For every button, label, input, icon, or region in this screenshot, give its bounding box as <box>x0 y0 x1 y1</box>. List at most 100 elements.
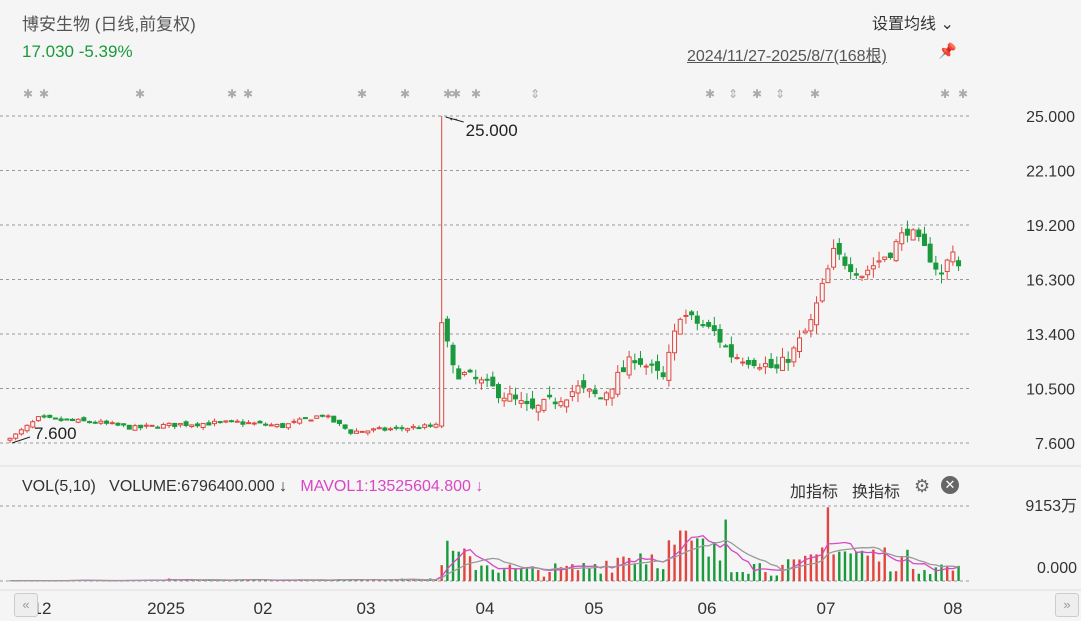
volume-bar <box>792 559 796 581</box>
switch-indicator-button[interactable]: 换指标 <box>852 484 901 501</box>
volume-bar <box>769 575 773 581</box>
chevron-left-icon[interactable]: « <box>14 593 38 617</box>
candle-body <box>223 420 229 423</box>
y-tick-label: 25.000 <box>1026 109 1075 126</box>
candle-body <box>126 424 132 430</box>
candle-body <box>376 427 382 430</box>
candle-body <box>484 378 490 381</box>
candle-body <box>138 424 144 429</box>
candle-body <box>774 364 780 369</box>
volume-bar <box>815 554 818 581</box>
candle-body <box>64 418 70 421</box>
candle-body <box>444 318 450 342</box>
candle-body <box>791 347 797 363</box>
volume-bar <box>798 559 801 581</box>
volume-bar <box>644 564 648 581</box>
candle-body <box>336 419 342 425</box>
candle-body <box>921 233 927 246</box>
event-marker-icon: ⇕ <box>728 87 738 101</box>
candle-body <box>149 424 155 427</box>
candle-body <box>802 330 808 334</box>
candle-body <box>655 361 661 371</box>
candle-body <box>939 272 945 275</box>
candle-body <box>69 418 75 422</box>
candle-body <box>75 418 81 423</box>
candle-body <box>183 421 189 426</box>
candle-body <box>507 393 513 402</box>
candle-body <box>30 421 36 428</box>
candle-body <box>388 428 394 431</box>
candle-body <box>950 251 956 263</box>
candle-body <box>814 302 820 326</box>
ma-settings-button[interactable]: 设置均线 ⌄ <box>872 10 954 34</box>
volume-bar <box>718 560 722 581</box>
volume-bar <box>946 566 949 581</box>
volume-bar <box>639 553 642 581</box>
candle-body <box>478 379 484 384</box>
event-marker-icon: ✱ <box>958 87 968 101</box>
gear-icon[interactable]: ⚙ <box>914 476 931 496</box>
candle-body <box>194 423 200 427</box>
volume-bar <box>894 571 898 581</box>
candle-body <box>143 424 149 427</box>
candle-body <box>740 361 746 364</box>
candle-body <box>762 363 768 368</box>
volume-bar <box>730 572 733 581</box>
candle-body <box>467 369 473 373</box>
volume-bar <box>520 569 523 581</box>
candle-body <box>609 388 615 399</box>
volume-bar <box>752 563 756 581</box>
volume-bar <box>804 555 807 581</box>
volume-bar <box>480 565 483 581</box>
volume-top-label: 9153万 <box>1025 498 1077 515</box>
event-marker-icon: ✱ <box>135 87 145 101</box>
candle-body <box>325 415 331 418</box>
candle-body <box>206 422 212 426</box>
volume-bar <box>656 568 659 581</box>
volume-bar <box>690 540 693 581</box>
candle-body <box>700 324 706 327</box>
candle-body <box>785 358 791 363</box>
candle-body <box>348 429 354 434</box>
candle-body <box>620 367 626 373</box>
candle-body <box>308 419 314 422</box>
candle-body <box>81 417 87 422</box>
volume-bar <box>582 563 585 581</box>
candle-body <box>575 385 581 394</box>
date-range[interactable]: 2024/11/27-2025/8/7(168根) <box>687 48 887 65</box>
candle-body <box>779 356 785 371</box>
candle-body <box>626 356 632 376</box>
candle-body <box>649 363 655 366</box>
candle-body <box>711 325 717 332</box>
add-indicator-button[interactable]: 加指标 <box>790 484 839 501</box>
candle-body <box>859 275 865 279</box>
volume-bar <box>531 566 534 581</box>
volume-bar <box>860 550 864 581</box>
candle-body <box>904 228 910 236</box>
y-tick-label: 10.500 <box>1026 382 1075 399</box>
volume-bar <box>406 579 409 581</box>
candle-body <box>819 282 825 302</box>
candle-body <box>689 311 695 316</box>
candle-body <box>808 319 814 332</box>
volume-bar <box>497 572 500 581</box>
volume-bars <box>8 507 960 582</box>
volume-bar <box>258 580 262 581</box>
chevron-right-icon[interactable]: » <box>1055 593 1079 617</box>
event-markers[interactable]: ✱ ✱ ✱ ✱ ✱ ✱ ✱ ✱✱ ✱ ⇕ ✱ ⇕ ✱ ⇕ ✱ ✱ ✱ <box>23 87 968 101</box>
pin-icon[interactable]: 📌 <box>938 43 957 60</box>
candle-body <box>132 425 138 431</box>
candle-body <box>246 422 252 425</box>
volume-bar <box>843 551 847 581</box>
close-icon[interactable]: ✕ <box>941 476 959 494</box>
event-marker-icon: ✱ <box>810 87 820 101</box>
volume-bar <box>559 567 563 581</box>
volume-bar <box>218 580 222 582</box>
candle-body <box>825 268 831 284</box>
volume-bar <box>809 554 813 581</box>
volume-bar <box>446 540 449 581</box>
volume-bar <box>735 572 739 581</box>
event-marker-icon: ✱ <box>39 87 49 101</box>
candle-body <box>439 322 445 427</box>
